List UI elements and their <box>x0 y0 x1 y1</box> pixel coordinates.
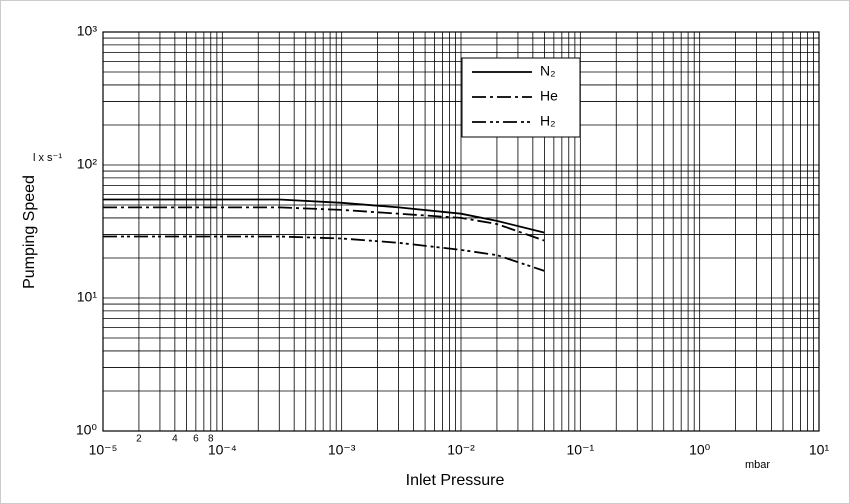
x-minor-tick-label: 2 <box>136 434 142 445</box>
y-tick-label: 10² <box>77 156 98 172</box>
x-axis-label: Inlet Pressure <box>406 472 505 489</box>
x-minor-tick-label: 8 <box>208 434 214 445</box>
plot-area <box>102 31 820 432</box>
legend-label: N₂ <box>540 63 556 79</box>
legend-label: He <box>540 88 558 104</box>
y-unit: l x s⁻¹ <box>33 152 62 164</box>
y-tick-label: 10¹ <box>77 289 98 305</box>
x-unit: mbar <box>745 459 770 471</box>
x-tick-label: 10¹ <box>809 442 830 458</box>
y-tick-label: 10⁰ <box>76 422 98 438</box>
series-line <box>103 198 545 234</box>
y-tick-label: 10³ <box>77 23 98 39</box>
series-line <box>103 235 545 272</box>
x-minor-tick-label: 6 <box>193 434 199 445</box>
x-tick-label: 10⁻¹ <box>567 442 595 458</box>
x-tick-label: 10⁻⁴ <box>208 442 237 458</box>
x-tick-label: 10⁰ <box>689 442 711 458</box>
legend: N₂ He H₂ <box>461 57 581 138</box>
legend-label: H₂ <box>540 113 556 129</box>
x-tick-label: 10⁻⁵ <box>89 442 118 458</box>
x-tick-label: 10⁻² <box>447 442 475 458</box>
x-tick-label: 10⁻³ <box>328 442 356 458</box>
x-minor-tick-label: 4 <box>172 434 178 445</box>
y-axis-label: Pumping Speed <box>21 175 38 289</box>
series-line <box>103 206 545 242</box>
